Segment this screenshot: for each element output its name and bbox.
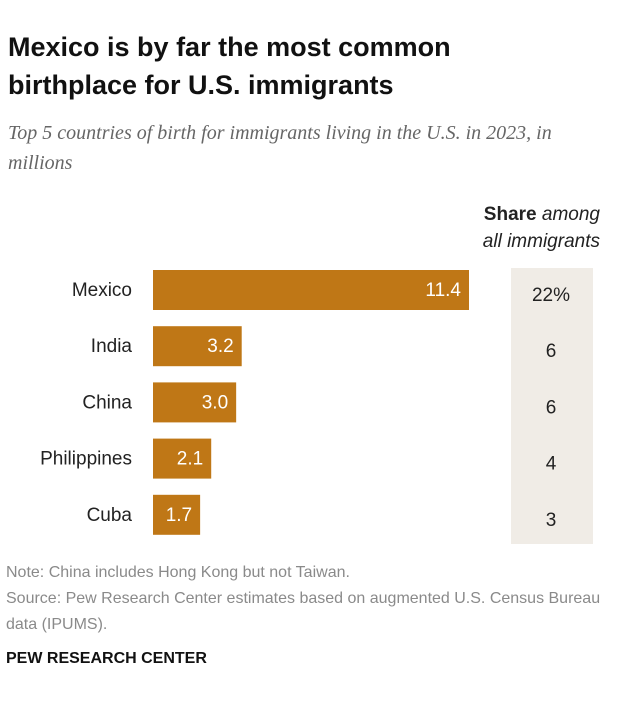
bar	[153, 494, 201, 535]
share-header-text: all immigrants	[483, 231, 601, 252]
share-label: 3	[546, 510, 557, 531]
credit: PEW RESEARCH CENTER	[6, 650, 207, 667]
chart-subtitle: Top 5 countries of birth for immigrants …	[8, 122, 552, 174]
category-label: Mexico	[72, 280, 132, 301]
chart-title: Mexico is by far the most common birthpl…	[8, 32, 451, 100]
value-label: 2.1	[177, 449, 203, 470]
share-header-text: among	[542, 204, 601, 225]
share-label: 6	[546, 397, 557, 418]
note: Note: China includes Hong Kong but not T…	[6, 564, 350, 581]
source: Source: Pew Research Center estimates ba…	[6, 590, 601, 633]
bar	[153, 438, 212, 479]
category-label: Philippines	[40, 449, 132, 470]
share-label: 22%	[532, 285, 570, 306]
value-label: 11.4	[425, 280, 461, 301]
bar	[153, 382, 237, 423]
category-label: China	[82, 392, 132, 413]
value-label: 3.0	[202, 392, 228, 413]
share-label: 6	[546, 341, 557, 362]
notes: Note: China includes Hong Kong but not T…	[6, 560, 606, 638]
share-label: 4	[546, 454, 557, 475]
value-label: 1.7	[166, 505, 192, 526]
bar	[153, 326, 242, 367]
share-column	[511, 268, 593, 544]
bar	[153, 270, 469, 310]
share-header-bold: Share	[484, 204, 537, 225]
category-label: India	[91, 336, 133, 357]
share-header: Share among	[484, 204, 601, 225]
value-label: 3.2	[207, 336, 233, 357]
category-label: Cuba	[87, 505, 133, 526]
